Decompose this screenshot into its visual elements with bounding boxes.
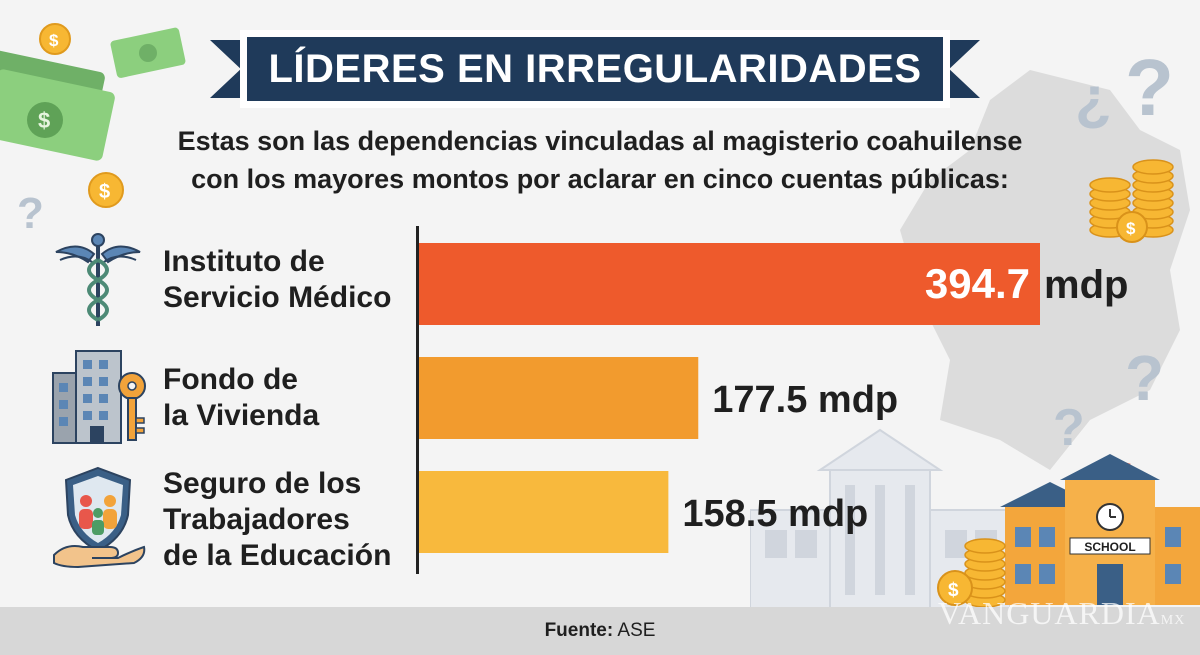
coin-stack-icon: $ <box>937 538 1006 608</box>
source-note: Fuente: ASE <box>0 620 1200 642</box>
svg-text:$: $ <box>49 31 59 50</box>
bar-value-label-1: 177.5 mdp <box>712 379 898 421</box>
faded-building-icon <box>750 428 1010 610</box>
category-label-seguro-trabajadores: Seguro de los Trabajadores de la Educaci… <box>163 466 391 574</box>
school-sign-text: SCHOOL <box>1084 540 1135 554</box>
footer-bar <box>0 607 1200 655</box>
bar-0 <box>419 243 1040 325</box>
category-label-line: Seguro de los <box>163 467 362 500</box>
bar-value-label-2: 158.5 mdp <box>682 493 868 535</box>
chart-subtitle: Estas son las dependencias vinculadas al… <box>120 122 1080 198</box>
source-value: ASE <box>617 620 656 641</box>
svg-text:?: ? <box>17 189 44 236</box>
caduceus-icon <box>55 233 141 326</box>
subtitle-line-1: Estas son las dependencias vinculadas al… <box>177 126 1023 156</box>
question-mark-icon: ? <box>1053 399 1085 455</box>
category-axis-line <box>416 226 419 574</box>
svg-text:$: $ <box>1126 219 1136 238</box>
category-label-fondo-vivienda: Fondo de la Vivienda <box>163 362 319 434</box>
watermark-text: VANGUARDIA <box>938 595 1161 631</box>
school-building-icon: SCHOOL <box>1000 454 1200 605</box>
bar-2 <box>419 471 669 553</box>
svg-text:?: ? <box>1125 342 1164 410</box>
category-label-line: Servicio Médico <box>163 281 392 314</box>
category-label-line: de la Educación <box>163 539 392 572</box>
category-label-servicio-medico: Instituto de Servicio Médico <box>163 244 391 316</box>
bar-value-label-0: 394.7 <box>925 260 1030 307</box>
family-shield-hand-icon <box>53 466 146 569</box>
source-label: Fuente: <box>544 620 614 641</box>
banknote-icon <box>110 27 186 78</box>
svg-text:¿: ¿ <box>1075 64 1112 130</box>
coin-icon: $ <box>39 23 71 55</box>
coin-stack-icon: $ <box>1089 159 1174 243</box>
coahuila-map-silhouette <box>900 70 1190 470</box>
watermark: VANGUARDIAMX <box>938 595 1185 632</box>
category-label-line: Trabajadores <box>163 503 350 536</box>
svg-text:$: $ <box>38 108 50 133</box>
subtitle-line-2: con los mayores montos por aclarar en ci… <box>191 164 1009 194</box>
banknotes-icon: $ <box>0 49 115 161</box>
chart-title: LÍDERES EN IRREGULARIDADES <box>268 46 922 91</box>
question-mark-icon: ? <box>1125 342 1164 410</box>
coin-icon: $ <box>88 172 124 208</box>
bar-1 <box>419 357 699 439</box>
category-label-line: la Vivienda <box>163 399 320 432</box>
bar-unit-label-0: mdp <box>1044 263 1128 307</box>
svg-text:$: $ <box>99 181 110 203</box>
question-mark-icon: ? <box>17 189 44 236</box>
svg-text:?: ? <box>1125 43 1174 130</box>
svg-text:?: ? <box>1053 399 1085 455</box>
watermark-suffix: MX <box>1160 613 1186 628</box>
question-marks-icon: ¿ ? <box>1075 43 1174 130</box>
category-label-line: Instituto de <box>163 245 325 278</box>
title-banner: LÍDERES EN IRREGULARIDADES <box>210 30 980 108</box>
category-label-line: Fondo de <box>163 363 298 396</box>
building-key-icon <box>52 350 146 444</box>
svg-text:$: $ <box>948 580 959 601</box>
